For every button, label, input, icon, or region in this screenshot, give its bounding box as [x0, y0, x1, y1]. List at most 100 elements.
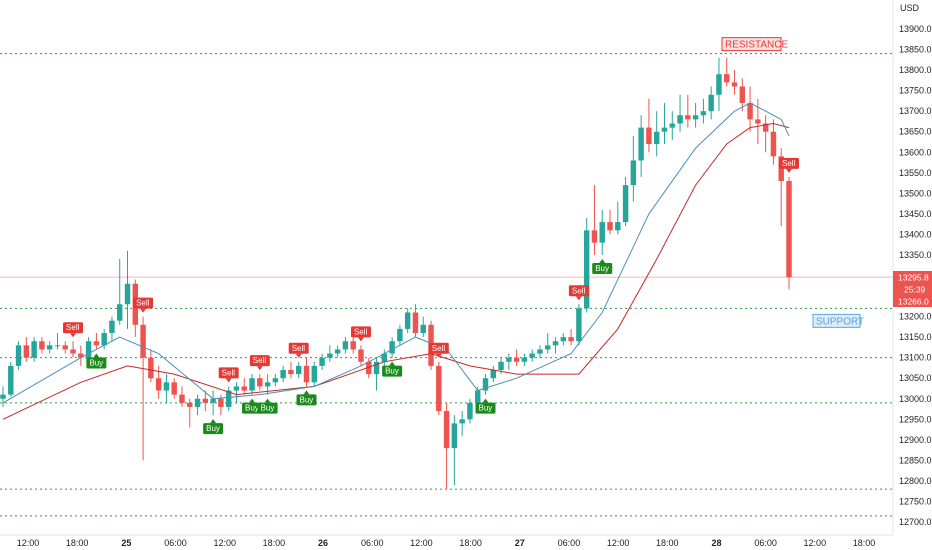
candle-body — [646, 127, 652, 145]
candle-body — [288, 369, 294, 375]
price-tick-label: 13200.0 — [899, 312, 932, 322]
candle-body — [420, 324, 426, 334]
price-axis[interactable]: USD 12700.0 12750.0 12800.0 12850.0 12900.0 1… — [892, 0, 932, 535]
sell-signal-pointer — [435, 353, 442, 358]
candle-body — [716, 74, 722, 95]
fast-ma-line — [2, 102, 790, 404]
price-tags: 13295.8 25:39 13266.0 — [893, 271, 932, 307]
price-tick-label: 12700.0 — [899, 517, 932, 527]
buy-signal — [242, 402, 263, 414]
sell-signal — [350, 326, 371, 338]
sell-signal-label: Sell — [253, 356, 267, 365]
level-label-box — [812, 313, 861, 328]
sell-signal — [218, 367, 239, 379]
candle-body — [529, 353, 535, 358]
buy-signal-pointer — [93, 353, 100, 358]
candle-body — [747, 102, 753, 120]
candle-body — [62, 345, 68, 350]
sell-signal — [249, 355, 270, 367]
time-tick-label: 12:00 — [410, 538, 433, 548]
buy-signal-label: Buy — [245, 404, 259, 413]
candle-body — [692, 115, 699, 120]
buy-signal-pointer — [599, 258, 606, 263]
candle-body — [436, 365, 442, 412]
candle-body — [513, 357, 520, 362]
buy-signal — [475, 402, 496, 414]
candle-body — [93, 341, 100, 346]
buy-signal-pointer — [210, 419, 217, 424]
currency-label: USD — [900, 3, 920, 13]
sell-signal-label: Sell — [292, 344, 306, 353]
candle-body — [171, 382, 177, 395]
candle-body — [295, 365, 302, 375]
buy-signal-label: Buy — [206, 424, 220, 433]
candle-body — [39, 341, 45, 350]
candle-body — [622, 185, 629, 223]
candle-body — [358, 349, 364, 362]
candle-body — [257, 378, 263, 387]
candle-body — [412, 312, 419, 334]
buy-signal-label: Buy — [261, 404, 275, 413]
candle-body — [381, 353, 388, 362]
sell-signal-label: Sell — [222, 368, 236, 377]
candle-body — [607, 222, 613, 231]
time-tick-label: 12:00 — [213, 538, 236, 548]
candle-body — [560, 337, 567, 342]
time-tick-label: 06:00 — [164, 538, 187, 548]
sell-signal-label: Sell — [782, 159, 796, 168]
candle-body — [303, 365, 310, 383]
buy-signal-label: Buy — [385, 367, 399, 376]
price-tick-label: 12750.0 — [899, 496, 932, 506]
sell-signal-pointer — [786, 168, 792, 173]
candle-body — [163, 382, 170, 391]
candle-body — [249, 378, 255, 391]
sell-signal-pointer — [357, 337, 364, 342]
candle-body — [70, 349, 76, 354]
candle-body — [264, 382, 271, 387]
time-tick-label: 12:00 — [17, 538, 40, 548]
candle-body — [762, 123, 769, 132]
candle-body — [327, 353, 333, 358]
candle-body — [498, 361, 504, 370]
candle-body — [280, 369, 286, 379]
price-tick-label: 12800.0 — [899, 476, 932, 486]
candle-body — [179, 394, 185, 403]
candle-body — [389, 341, 395, 354]
price-tick-label: 13650.0 — [899, 127, 932, 137]
buy-signal-pointer — [303, 390, 310, 395]
price-tick-label: 13050.0 — [899, 373, 932, 383]
candle-body — [101, 333, 107, 346]
buy-signal-label: Buy — [300, 395, 314, 404]
candle-body — [311, 365, 318, 383]
price-tick-label: 13450.0 — [899, 209, 932, 219]
last-price-text: 13295.8 — [898, 273, 929, 283]
candle-body — [724, 74, 730, 83]
candle-body — [731, 82, 738, 87]
buy-signal — [382, 365, 403, 377]
candle-body — [54, 345, 61, 347]
time-axis[interactable]: 12:00 18:00 25 06:00 12:00 18:00 26 06:00 12:00 1… — [0, 534, 893, 548]
time-tick-label: 12:00 — [804, 538, 827, 548]
candle-body — [319, 357, 325, 366]
candle-body — [770, 131, 777, 157]
price-tick-label: 12850.0 — [899, 455, 932, 465]
candle-body — [15, 345, 22, 366]
countdown-tag — [893, 283, 932, 295]
candle-body — [630, 160, 637, 186]
candle-body — [677, 115, 683, 124]
candle-body — [23, 345, 30, 358]
candle-body — [552, 341, 559, 346]
price-tick-label: 12950.0 — [899, 414, 932, 424]
candle-body — [0, 394, 6, 399]
price-tick-label: 13100.0 — [899, 353, 932, 363]
candle-body — [576, 308, 582, 342]
sell-signal-pointer — [70, 333, 77, 338]
candle-body — [272, 378, 279, 383]
candle-body — [669, 123, 675, 128]
candle-body — [545, 345, 551, 350]
candle-body — [521, 357, 528, 362]
level-label: SUPPORT — [816, 316, 864, 327]
buy-signal-label: Buy — [89, 358, 103, 367]
sell-signal-label: Sell — [66, 323, 80, 332]
